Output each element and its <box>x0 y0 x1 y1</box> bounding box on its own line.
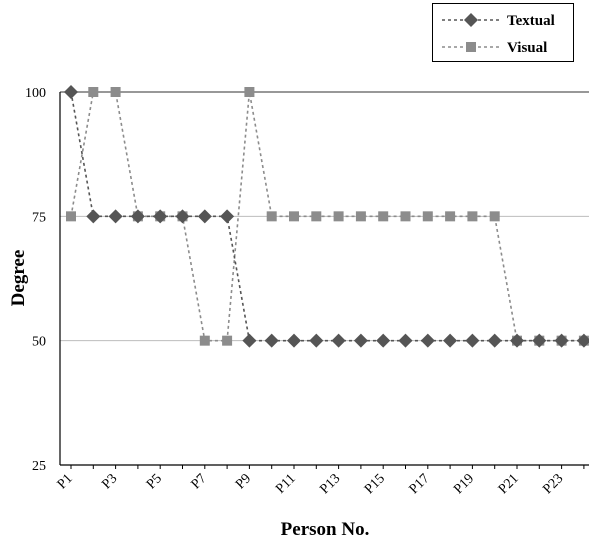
data-point-square <box>400 211 411 222</box>
data-point-diamond <box>554 333 569 348</box>
data-point-diamond <box>64 85 78 99</box>
data-point-diamond <box>353 333 368 348</box>
axes <box>59 92 589 466</box>
data-point-diamond <box>108 209 123 224</box>
data-point-diamond <box>242 333 257 348</box>
x-axis-label: Person No. <box>281 519 370 540</box>
data-point-square <box>244 87 255 97</box>
x-tick-label: P13 <box>317 471 343 497</box>
data-point-diamond <box>130 209 145 224</box>
y-tick-label: 75 <box>32 210 46 225</box>
data-point-square <box>355 211 366 222</box>
data-point-diamond <box>464 13 478 27</box>
legend-label: Textual <box>507 13 555 29</box>
data-point-diamond <box>465 333 480 348</box>
data-point-diamond <box>264 333 279 348</box>
data-point-diamond <box>287 333 301 348</box>
x-tick-label: P19 <box>451 471 477 497</box>
x-tick-label: P11 <box>273 471 299 497</box>
x-tick-label: P17 <box>407 471 433 497</box>
data-point-square <box>467 211 478 222</box>
data-point-square <box>199 335 210 346</box>
data-point-diamond <box>576 333 589 348</box>
y-tick-label: 50 <box>32 335 46 350</box>
data-point-diamond <box>175 209 190 224</box>
x-tick-label: P5 <box>144 471 165 492</box>
x-tick-label: P9 <box>233 471 254 492</box>
data-point-square <box>311 211 322 222</box>
series-line <box>70 91 584 342</box>
data-point-diamond <box>420 333 435 348</box>
data-point-diamond <box>220 209 235 224</box>
data-point-square <box>66 211 76 222</box>
data-point-diamond <box>443 333 458 348</box>
data-point-diamond <box>398 333 413 348</box>
legend-label: Visual <box>507 40 547 56</box>
x-tick-label: P3 <box>99 471 120 492</box>
data-point-square <box>110 87 121 97</box>
legend-item-visual: Visual <box>442 40 547 56</box>
data-point-diamond <box>331 333 346 348</box>
data-point-square <box>489 211 500 222</box>
data-point-square <box>378 211 389 222</box>
data-point-diamond <box>197 209 212 224</box>
y-tick-label: 100 <box>25 86 46 101</box>
x-tick-label: P15 <box>362 471 388 497</box>
y-tick-label: 25 <box>32 459 46 474</box>
data-point-diamond <box>532 333 547 348</box>
data-point-square <box>266 211 277 222</box>
series-textual <box>64 85 589 348</box>
data-point-diamond <box>309 333 324 348</box>
data-point-diamond <box>376 333 391 348</box>
data-point-square <box>333 211 344 222</box>
x-tick-label: P7 <box>189 471 210 492</box>
data-point-diamond <box>153 209 168 224</box>
x-tick-label: P1 <box>55 471 76 492</box>
x-tick-label: P21 <box>496 471 522 497</box>
series-line <box>70 91 584 342</box>
data-point-square <box>466 42 476 52</box>
data-point-diamond <box>86 209 101 224</box>
data-point-diamond <box>487 333 502 348</box>
y-axis-label: Degree <box>8 250 29 307</box>
data-point-square <box>422 211 433 222</box>
data-point-square <box>88 87 99 97</box>
legend-item-textual: Textual <box>442 13 555 29</box>
data-point-square <box>289 211 299 222</box>
legend <box>432 3 574 62</box>
x-tick-label: P23 <box>540 471 566 497</box>
data-point-diamond <box>510 333 524 348</box>
data-point-square <box>222 335 233 346</box>
data-point-square <box>445 211 456 222</box>
